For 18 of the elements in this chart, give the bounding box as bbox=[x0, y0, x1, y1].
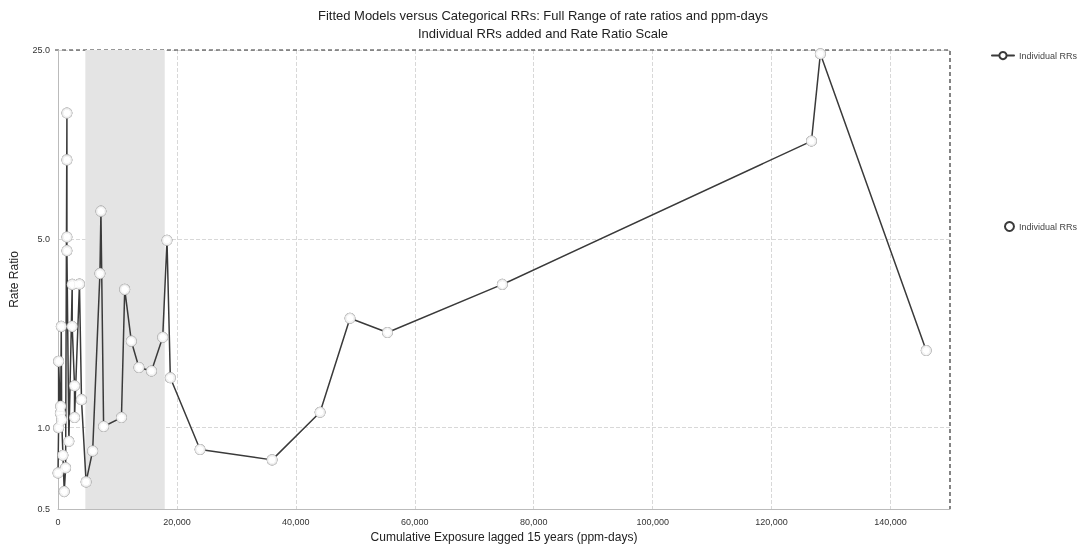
x-tick-label: 100,000 bbox=[636, 516, 669, 527]
y-tick-label: 1.0 bbox=[37, 422, 50, 433]
y-tick-label: 0.5 bbox=[37, 504, 50, 514]
x-axis-title: Cumulative Exposure lagged 15 years (ppm-days) bbox=[370, 530, 638, 544]
x-tick-label: 120,000 bbox=[755, 516, 788, 527]
legend-label: Individual RRs bbox=[1018, 221, 1078, 232]
x-tick-label: 60,000 bbox=[401, 516, 429, 527]
x-tick-label: 20,000 bbox=[163, 516, 191, 527]
legend-label: Individual RRs bbox=[1018, 50, 1078, 61]
x-tick-label: 140,000 bbox=[874, 516, 907, 527]
x-tick-label: 0 bbox=[55, 516, 61, 527]
chart-title: Fitted Models versus Categorical RRs: Full Range of rate ratios and ppm-days bbox=[317, 8, 769, 23]
x-tick-label: 80,000 bbox=[519, 516, 548, 527]
y-tick-label: 25.0 bbox=[32, 45, 50, 55]
y-tick-label: 5.0 bbox=[37, 233, 50, 244]
x-tick-label: 40,000 bbox=[282, 516, 310, 527]
chart-subtitle: Individual RRs added and Rate Ratio Scale bbox=[417, 26, 669, 41]
y-axis-title: Rate Ratio bbox=[7, 250, 21, 308]
